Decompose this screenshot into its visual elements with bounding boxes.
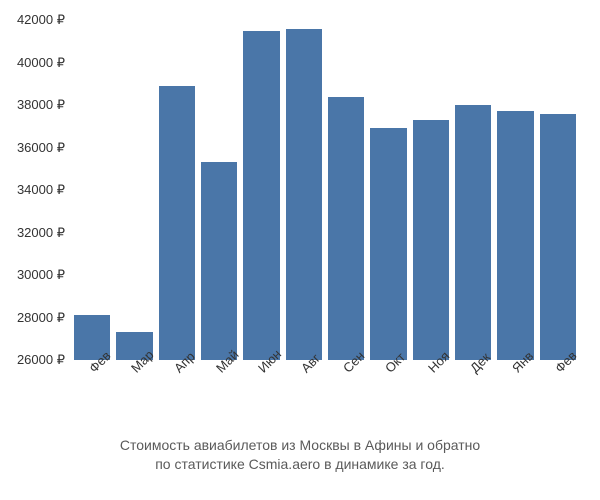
y-tick-label: 28000 ₽ bbox=[17, 310, 65, 326]
y-tick-label: 32000 ₽ bbox=[17, 225, 65, 241]
bar bbox=[243, 31, 279, 360]
bar bbox=[413, 120, 449, 360]
plot-area bbox=[70, 20, 580, 360]
y-tick-label: 36000 ₽ bbox=[17, 140, 65, 156]
bar bbox=[159, 86, 195, 360]
y-tick-label: 40000 ₽ bbox=[17, 55, 65, 71]
bar bbox=[328, 97, 364, 361]
bar bbox=[455, 105, 491, 360]
y-tick-label: 42000 ₽ bbox=[17, 12, 65, 28]
caption-line-2: по статистике Csmia.aero в динамике за г… bbox=[155, 456, 445, 472]
y-axis: 26000 ₽28000 ₽30000 ₽32000 ₽34000 ₽36000… bbox=[0, 20, 70, 360]
bars-group bbox=[70, 20, 580, 360]
y-tick-label: 26000 ₽ bbox=[17, 352, 65, 368]
bar bbox=[370, 128, 406, 360]
caption-line-1: Стоимость авиабилетов из Москвы в Афины … bbox=[120, 437, 480, 453]
y-tick-label: 34000 ₽ bbox=[17, 182, 65, 198]
y-tick-label: 38000 ₽ bbox=[17, 97, 65, 113]
bar bbox=[286, 29, 322, 361]
bar bbox=[540, 114, 576, 361]
bar bbox=[497, 111, 533, 360]
chart-caption: Стоимость авиабилетов из Москвы в Афины … bbox=[0, 436, 600, 475]
price-chart: 26000 ₽28000 ₽30000 ₽32000 ₽34000 ₽36000… bbox=[70, 20, 580, 390]
y-tick-label: 30000 ₽ bbox=[17, 267, 65, 283]
bar bbox=[201, 162, 237, 360]
x-axis: ФевМарАпрМайИюнАвгСенОктНояДекЯнвФев bbox=[70, 365, 580, 415]
